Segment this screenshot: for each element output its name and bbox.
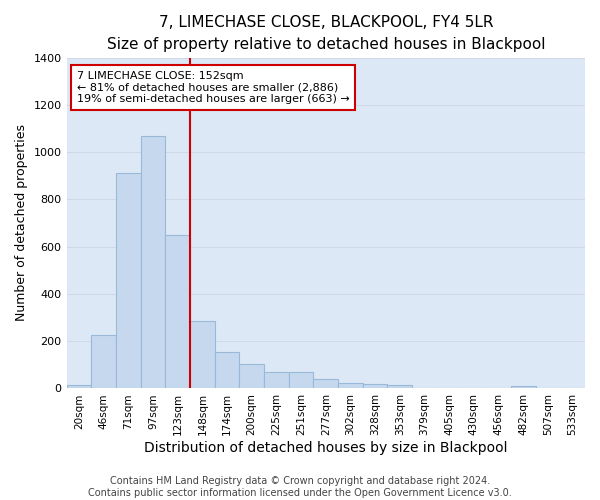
- Text: 7 LIMECHASE CLOSE: 152sqm
← 81% of detached houses are smaller (2,886)
19% of se: 7 LIMECHASE CLOSE: 152sqm ← 81% of detac…: [77, 71, 350, 104]
- Bar: [388, 385, 412, 388]
- Bar: [363, 384, 388, 388]
- Text: Contains HM Land Registry data © Crown copyright and database right 2024.
Contai: Contains HM Land Registry data © Crown c…: [88, 476, 512, 498]
- Bar: [215, 352, 239, 389]
- Bar: [165, 235, 190, 388]
- Bar: [511, 386, 536, 388]
- Bar: [289, 372, 313, 388]
- Bar: [190, 321, 215, 388]
- Bar: [313, 379, 338, 388]
- Bar: [91, 336, 116, 388]
- X-axis label: Distribution of detached houses by size in Blackpool: Distribution of detached houses by size …: [144, 441, 508, 455]
- Bar: [264, 372, 289, 388]
- Bar: [140, 136, 165, 388]
- Bar: [67, 385, 91, 388]
- Y-axis label: Number of detached properties: Number of detached properties: [15, 124, 28, 322]
- Bar: [239, 364, 264, 388]
- Bar: [338, 382, 363, 388]
- Title: 7, LIMECHASE CLOSE, BLACKPOOL, FY4 5LR
Size of property relative to detached hou: 7, LIMECHASE CLOSE, BLACKPOOL, FY4 5LR S…: [107, 15, 545, 52]
- Bar: [116, 174, 140, 388]
